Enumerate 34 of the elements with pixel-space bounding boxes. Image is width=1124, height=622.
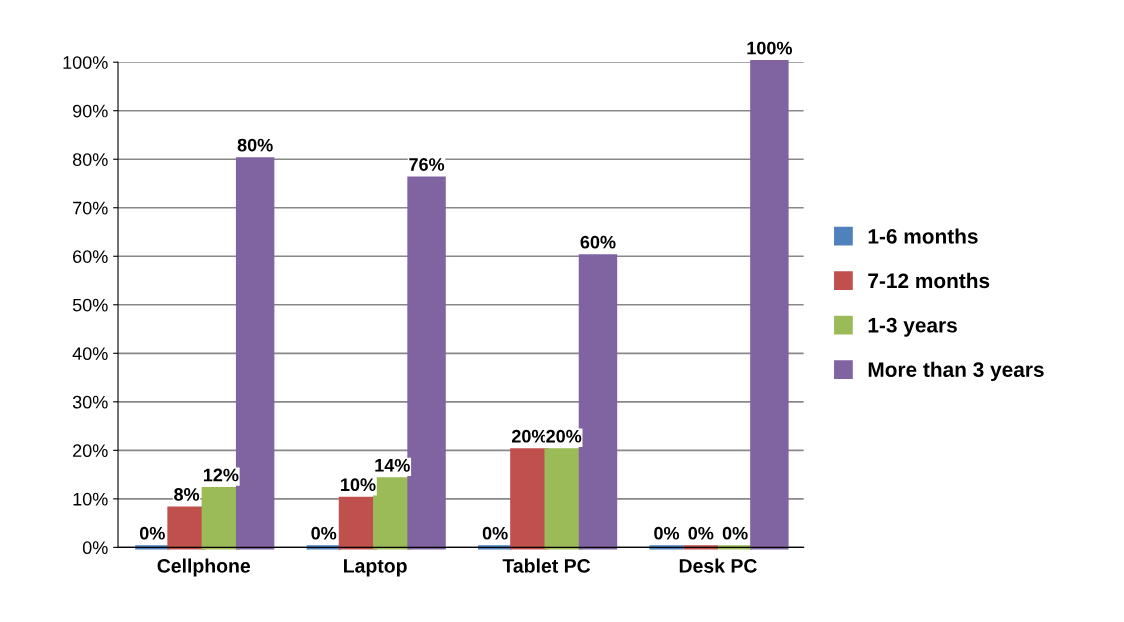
legend-label: 1-6 months — [868, 228, 978, 244]
data-label: 20% — [546, 429, 582, 443]
legend-label: 1-3 years — [868, 317, 957, 337]
data-label: 0% — [139, 526, 165, 540]
y-tick-label: 40% — [72, 347, 108, 361]
y-tick-label: 90% — [73, 104, 108, 118]
data-label: 8% — [174, 488, 200, 501]
x-tick-label: Cellphone — [157, 558, 251, 577]
data-label: 0% — [654, 526, 680, 540]
data-label: 100% — [747, 41, 792, 55]
x-tick-label: Laptop — [344, 559, 407, 577]
data-label: 80% — [237, 138, 273, 152]
data-label: 0% — [311, 526, 337, 540]
data-label: 0% — [482, 526, 508, 540]
y-tick-label: 80% — [72, 153, 108, 166]
data-label: 76% — [409, 158, 445, 171]
y-tick-label: 100% — [63, 56, 108, 69]
data-label: 0% — [688, 526, 714, 540]
data-label: 14% — [375, 458, 410, 472]
legend-label: More than 3 years — [868, 361, 1044, 382]
x-tick-label: Desk PC — [679, 558, 757, 573]
y-tick-label: 50% — [72, 298, 108, 312]
data-label: 0% — [722, 526, 748, 540]
y-tick-label: 30% — [72, 395, 108, 409]
y-tick-label: 10% — [73, 492, 108, 506]
y-tick-label: 70% — [73, 201, 108, 215]
data-label: 10% — [341, 478, 376, 492]
y-tick-label: 60% — [73, 250, 108, 263]
data-label: 60% — [580, 235, 616, 249]
y-tick-label: 0% — [82, 541, 108, 555]
legend-label: 7-12 months — [868, 272, 990, 289]
x-tick-label: Tablet PC — [502, 558, 591, 573]
y-tick-label: 20% — [73, 444, 108, 458]
data-label: 12% — [203, 468, 239, 482]
